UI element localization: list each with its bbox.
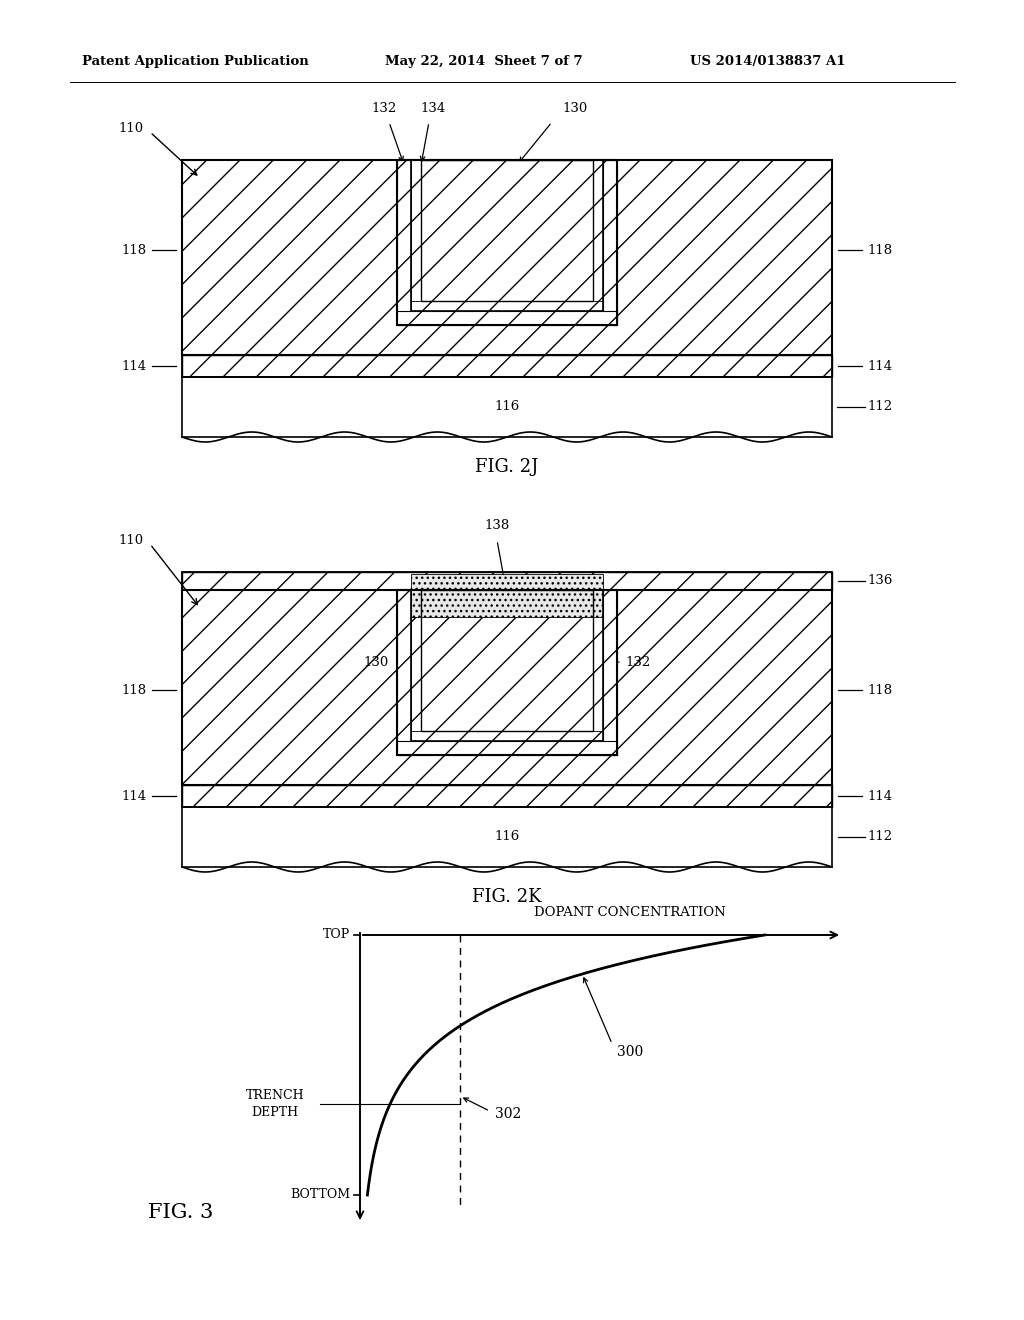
Text: 134: 134 — [495, 651, 519, 664]
Text: 130: 130 — [562, 102, 588, 115]
Text: 112: 112 — [867, 830, 892, 843]
Bar — [603, 160, 617, 325]
Text: 302: 302 — [495, 1107, 521, 1121]
Text: US 2014/0138837 A1: US 2014/0138837 A1 — [690, 55, 846, 69]
Text: 118: 118 — [122, 684, 147, 697]
Text: 118: 118 — [122, 243, 147, 256]
Bar — [182, 590, 831, 785]
Bar — [397, 160, 617, 325]
Text: 110: 110 — [119, 121, 144, 135]
Text: FIG. 2J: FIG. 2J — [475, 458, 539, 477]
Bar — [182, 355, 831, 378]
Text: 134: 134 — [421, 102, 445, 115]
Bar — [182, 572, 831, 590]
Text: 116: 116 — [495, 400, 519, 413]
Bar — [397, 590, 617, 755]
Bar — [397, 590, 617, 755]
Bar — [397, 160, 411, 325]
Bar — [421, 160, 593, 301]
Bar — [182, 160, 831, 355]
Text: FIG. 3: FIG. 3 — [148, 1204, 213, 1222]
Text: TRENCH
DEPTH: TRENCH DEPTH — [246, 1089, 304, 1119]
Bar — [411, 590, 603, 741]
Bar — [603, 590, 617, 755]
Text: May 22, 2014  Sheet 7 of 7: May 22, 2014 Sheet 7 of 7 — [385, 55, 583, 69]
Bar — [182, 785, 831, 807]
Bar — [397, 590, 411, 755]
Text: Patent Application Publication: Patent Application Publication — [82, 55, 309, 69]
Bar — [411, 160, 603, 312]
Bar — [421, 160, 593, 301]
Bar — [397, 741, 617, 755]
Bar — [411, 731, 603, 741]
Bar — [411, 590, 421, 741]
Text: 300: 300 — [617, 1045, 643, 1059]
Bar — [182, 378, 831, 437]
Bar — [182, 572, 831, 590]
Text: 138: 138 — [484, 519, 510, 532]
Text: 130: 130 — [364, 656, 389, 668]
Bar — [411, 574, 603, 616]
Text: 110: 110 — [119, 533, 144, 546]
Bar — [421, 590, 593, 731]
Bar — [411, 160, 421, 312]
Text: 114: 114 — [867, 789, 892, 803]
Bar — [182, 590, 831, 785]
Bar — [182, 785, 831, 807]
Text: BOTTOM: BOTTOM — [290, 1188, 350, 1201]
Text: 136: 136 — [867, 574, 892, 587]
Text: TOP: TOP — [323, 928, 350, 941]
Bar — [182, 807, 831, 867]
Text: 114: 114 — [867, 359, 892, 372]
Text: DOPANT CONCENTRATION: DOPANT CONCENTRATION — [535, 907, 726, 920]
Text: 118: 118 — [867, 684, 892, 697]
Bar — [421, 590, 593, 731]
Text: FIG. 2K: FIG. 2K — [472, 888, 542, 906]
Bar — [397, 160, 617, 325]
Text: 132: 132 — [372, 102, 396, 115]
Text: 114: 114 — [122, 789, 147, 803]
Bar — [182, 355, 831, 378]
Text: 114: 114 — [122, 359, 147, 372]
Bar — [593, 160, 603, 312]
Text: 116: 116 — [495, 830, 519, 843]
Text: 112: 112 — [867, 400, 892, 413]
Text: 132: 132 — [625, 656, 650, 668]
Bar — [182, 160, 831, 355]
Text: 118: 118 — [867, 243, 892, 256]
Bar — [593, 590, 603, 741]
Bar — [411, 301, 603, 312]
Bar — [397, 312, 617, 325]
